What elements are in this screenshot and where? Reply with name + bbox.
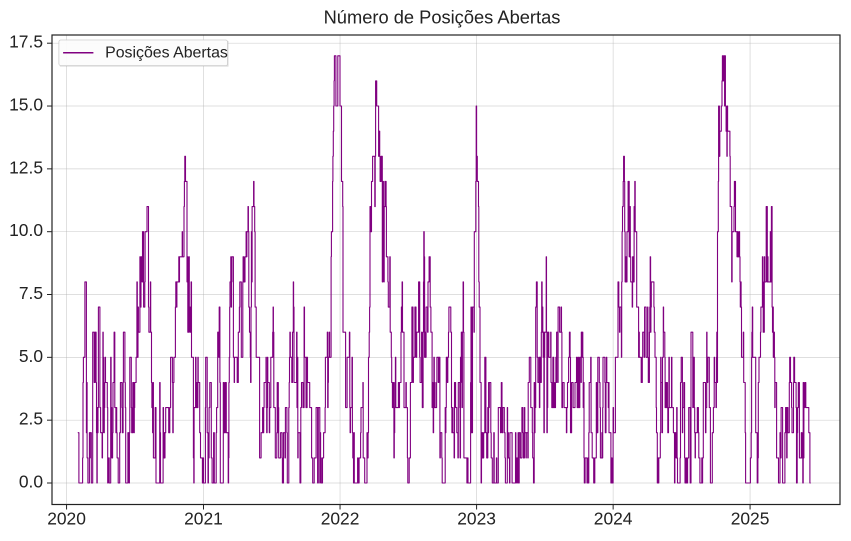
svg-text:15.0: 15.0 [9, 95, 43, 115]
svg-text:Posições Abertas: Posições Abertas [105, 45, 228, 62]
svg-text:2020: 2020 [47, 509, 86, 529]
svg-text:2025: 2025 [731, 509, 770, 529]
svg-text:17.5: 17.5 [9, 32, 43, 52]
svg-text:5.0: 5.0 [19, 346, 43, 366]
svg-text:10.0: 10.0 [9, 220, 43, 240]
svg-text:2022: 2022 [321, 509, 360, 529]
svg-text:2021: 2021 [184, 509, 223, 529]
svg-text:2.5: 2.5 [19, 409, 43, 429]
svg-text:12.5: 12.5 [9, 157, 43, 177]
svg-text:0.0: 0.0 [19, 472, 43, 492]
svg-text:7.5: 7.5 [19, 283, 43, 303]
svg-text:2024: 2024 [594, 509, 633, 529]
svg-text:Número de Posições Abertas: Número de Posições Abertas [324, 7, 561, 28]
svg-text:2023: 2023 [457, 509, 496, 529]
